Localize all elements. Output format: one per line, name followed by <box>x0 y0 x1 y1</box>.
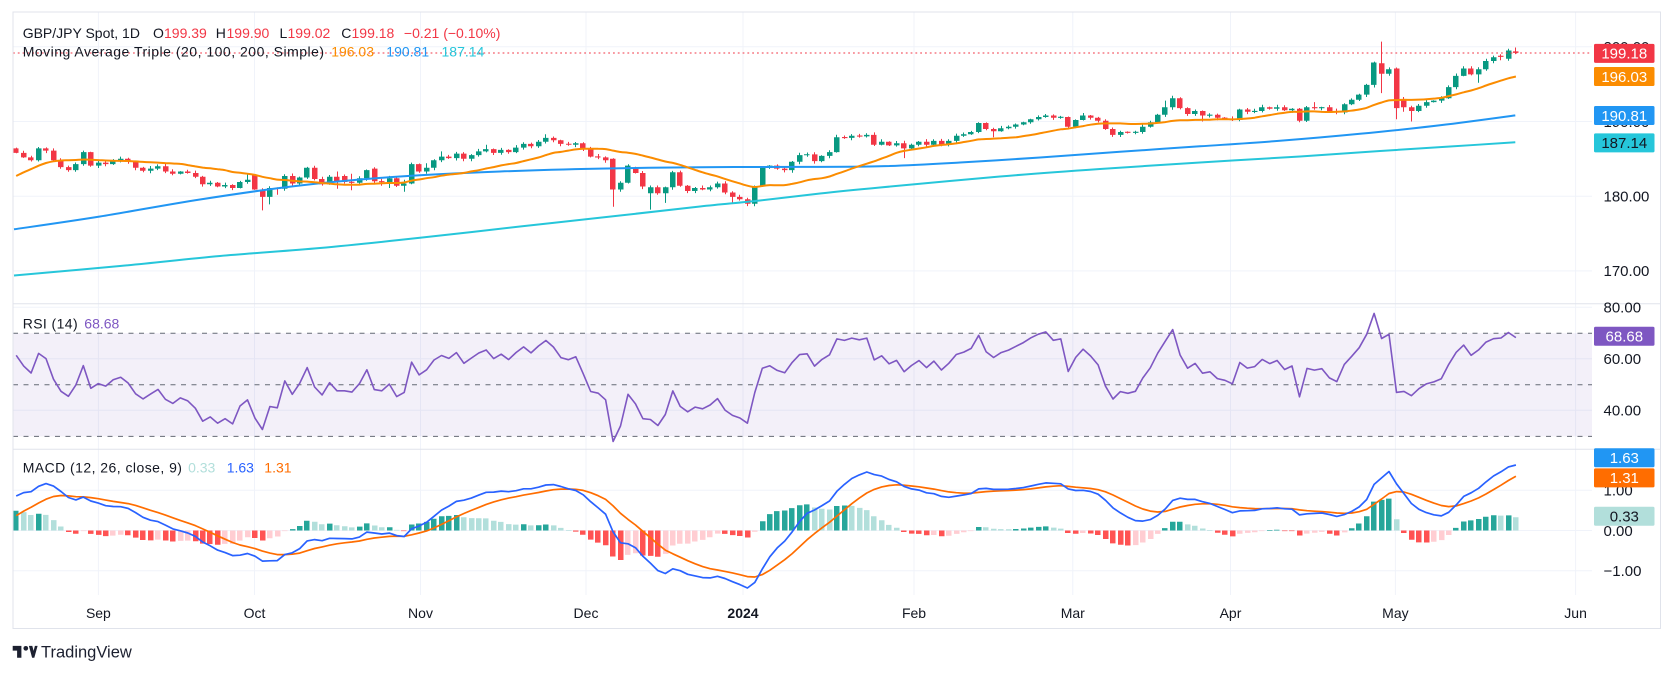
svg-text:40.00: 40.00 <box>1604 403 1642 420</box>
svg-text:C: C <box>341 25 351 41</box>
svg-text:0.33: 0.33 <box>188 460 215 476</box>
svg-text:187.14: 187.14 <box>1601 135 1647 152</box>
svg-text:Nov: Nov <box>408 605 433 621</box>
svg-text:MACD (12, 26, close, 9): MACD (12, 26, close, 9) <box>23 460 183 476</box>
svg-text:196.03: 196.03 <box>331 44 374 60</box>
svg-text:180.00: 180.00 <box>1604 189 1650 206</box>
svg-text:1.63: 1.63 <box>227 460 254 476</box>
svg-text:Feb: Feb <box>902 605 926 621</box>
svg-text:TradingView: TradingView <box>41 644 132 662</box>
svg-text:0.00: 0.00 <box>1604 523 1633 540</box>
svg-text:GBP/JPY Spot, 1D: GBP/JPY Spot, 1D <box>23 25 140 41</box>
svg-text:68.68: 68.68 <box>1606 329 1644 346</box>
svg-text:60.00: 60.00 <box>1604 351 1642 368</box>
svg-text:H: H <box>216 25 226 41</box>
svg-text:2024: 2024 <box>727 605 758 621</box>
svg-text:199.18: 199.18 <box>1601 46 1647 63</box>
svg-text:190.81: 190.81 <box>386 44 429 60</box>
svg-text:1.31: 1.31 <box>264 460 291 476</box>
svg-text:0.33: 0.33 <box>1610 509 1639 526</box>
svg-text:80.00: 80.00 <box>1604 300 1642 317</box>
svg-text:Oct: Oct <box>244 605 266 621</box>
svg-text:RSI (14): RSI (14) <box>23 316 78 332</box>
svg-text:170.00: 170.00 <box>1604 263 1650 280</box>
svg-text:199.18: 199.18 <box>352 25 395 41</box>
svg-text:Jun: Jun <box>1564 605 1587 621</box>
svg-text:199.02: 199.02 <box>288 25 331 41</box>
svg-text:O: O <box>153 25 164 41</box>
svg-text:Dec: Dec <box>574 605 599 621</box>
svg-text:May: May <box>1382 605 1408 621</box>
svg-text:190.81: 190.81 <box>1601 108 1647 125</box>
svg-text:199.90: 199.90 <box>227 25 270 41</box>
svg-text:−0.21 (−0.10%): −0.21 (−0.10%) <box>404 25 501 41</box>
svg-text:Apr: Apr <box>1220 605 1242 621</box>
svg-text:196.03: 196.03 <box>1601 69 1647 86</box>
svg-text:Moving Average Triple (20, 100: Moving Average Triple (20, 100, 200, Sim… <box>23 44 325 60</box>
svg-text:Sep: Sep <box>86 605 111 621</box>
svg-text:187.14: 187.14 <box>442 44 485 60</box>
svg-text:1.31: 1.31 <box>1610 470 1639 487</box>
svg-text:L: L <box>280 25 288 41</box>
svg-text:Mar: Mar <box>1061 605 1085 621</box>
svg-text:68.68: 68.68 <box>84 316 119 332</box>
svg-text:1.63: 1.63 <box>1610 450 1639 467</box>
svg-text:−1.00: −1.00 <box>1604 563 1642 580</box>
svg-text:199.39: 199.39 <box>164 25 207 41</box>
